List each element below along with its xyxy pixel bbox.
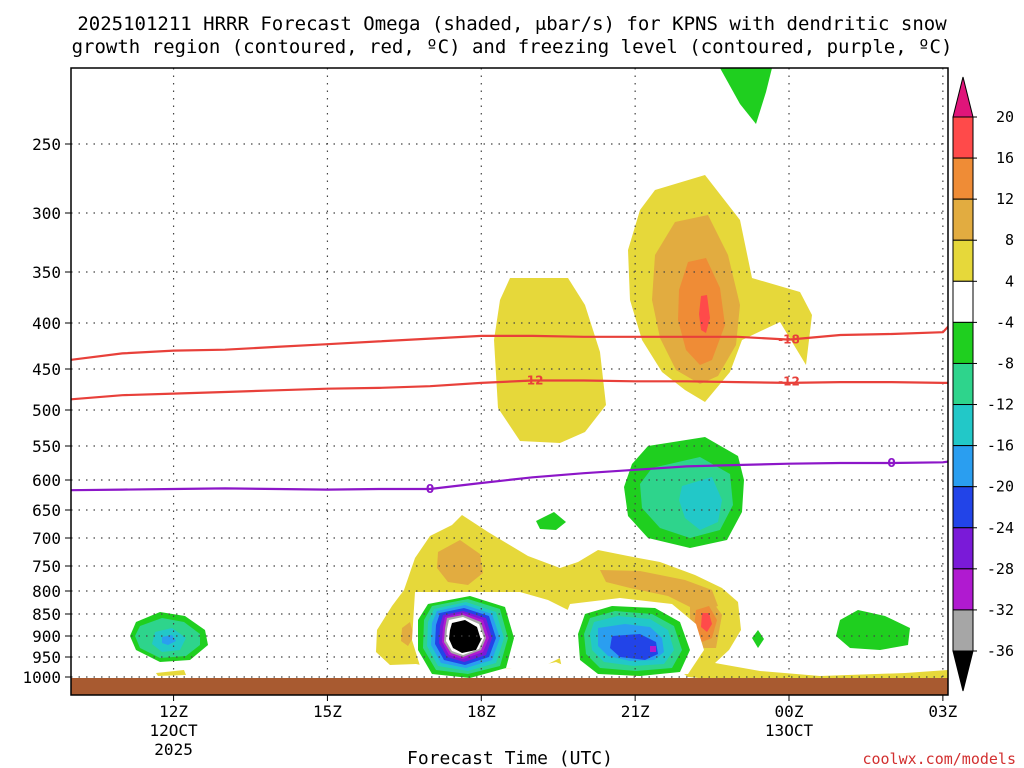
colorbar-tick-label: -12 <box>987 396 1014 414</box>
omega-region-yellow <box>156 670 186 676</box>
ground-terrain <box>71 678 948 695</box>
y-tick-label: 450 <box>32 360 61 379</box>
colorbar-tick-label: -28 <box>987 560 1014 578</box>
y-tick-label: 850 <box>32 605 61 624</box>
x-tick-label: 00Z <box>775 702 804 721</box>
chart-title-line1: 2025101211 HRRR Forecast Omega (shaded, … <box>77 13 947 35</box>
colorbar-tick-label: -8 <box>996 354 1014 372</box>
colorbar-bin <box>952 239 974 282</box>
omega-region-green <box>720 68 772 124</box>
y-tick-label: 900 <box>32 627 61 646</box>
y-tick-label: 600 <box>32 471 61 490</box>
plot-frame <box>70 67 949 696</box>
omega-region-blue <box>162 635 176 645</box>
colorbar-bin <box>952 527 974 570</box>
contour-label: 0 <box>887 456 895 470</box>
omega-region-darkblue <box>610 634 658 660</box>
credit-text: coolwx.com/models <box>862 750 1016 768</box>
plot-area: -18 -12 0 -12 0 <box>71 68 948 695</box>
colorbar-bin <box>952 321 974 364</box>
omega-shading <box>130 68 948 688</box>
omega-region-gold <box>600 570 718 612</box>
contour-label: 0 <box>426 482 434 496</box>
contour-label: -12 <box>522 373 544 387</box>
y-tick-label: 950 <box>32 648 61 667</box>
contour-lines: -18 -12 0 -12 0 <box>71 325 948 496</box>
y-tick-label: 550 <box>32 437 61 456</box>
colorbar-tick-label: 4 <box>1005 272 1014 290</box>
colorbar-bin <box>952 157 974 200</box>
omega-region-gold <box>401 622 414 646</box>
colorbar-bottom-arrow <box>952 650 974 692</box>
colorbar-tick-label: -32 <box>987 601 1014 619</box>
x-tick-date: 12OCT <box>149 721 198 740</box>
x-tick-label: 21Z <box>621 702 650 721</box>
colorbar-tick-label: -24 <box>987 519 1014 537</box>
colorbar-bin <box>952 568 974 611</box>
chart-title-line2: growth region (contoured, red, ºC) and f… <box>72 36 953 58</box>
y-tick-label: 400 <box>32 314 61 333</box>
colorbar-bin <box>952 609 974 652</box>
contour-line <box>71 460 948 492</box>
omega-region-black <box>449 620 481 653</box>
colorbar-tick-label: -4 <box>996 313 1014 331</box>
omega-region-yellow <box>494 278 606 443</box>
x-tick-label: 15Z <box>313 702 342 721</box>
y-tick-label: 1000 <box>22 668 61 687</box>
colorbar-tick-label: 16 <box>996 149 1014 167</box>
x-tick-date: 13OCT <box>765 721 814 740</box>
omega-region-red <box>701 613 712 632</box>
colorbar-tick-label: -20 <box>987 478 1014 496</box>
omega-region-green <box>536 512 566 530</box>
colorbar-bin <box>952 362 974 406</box>
colorbar-top-arrow <box>952 76 974 118</box>
omega-region-green <box>752 630 764 648</box>
colorbar: 20 16 12 8 4 -4 -8 -12 -16 -20 -24 -28 -32 -36 <box>952 76 1014 692</box>
contour-line <box>71 325 948 361</box>
y-tick-label: 500 <box>32 401 61 420</box>
colorbar-tick-label: 8 <box>1005 231 1014 249</box>
y-tick-label: 350 <box>32 263 61 282</box>
contour-label: -12 <box>778 374 800 388</box>
omega-region-gold <box>437 540 483 585</box>
colorbar-bin <box>952 116 974 159</box>
y-tick-label: 250 <box>32 135 61 154</box>
x-tick-label: 12Z <box>159 702 188 721</box>
colorbar-tick-label: 12 <box>996 190 1014 208</box>
colorbar-bin <box>952 280 974 323</box>
x-tick-year: 2025 <box>154 740 193 759</box>
y-tick-label: 650 <box>32 501 61 520</box>
omega-region-green <box>836 610 910 650</box>
y-tick-label: 300 <box>32 204 61 223</box>
x-tick-label: 18Z <box>467 702 496 721</box>
colorbar-bin <box>952 445 974 488</box>
y-axis-ticks: 250 300 350 400 450 500 550 600 650 700 750 800 850 9… <box>22 135 71 687</box>
y-tick-label: 750 <box>32 557 61 576</box>
x-tick-label: 03Z <box>928 702 957 721</box>
colorbar-tick-label: -36 <box>987 642 1014 660</box>
colorbar-bin <box>952 486 974 529</box>
x-axis-label: Forecast Time (UTC) <box>407 748 613 768</box>
y-tick-label: 700 <box>32 529 61 548</box>
y-tick-label: 800 <box>32 582 61 601</box>
omega-region-purple <box>650 646 656 652</box>
contour-label: -18 <box>778 333 800 347</box>
colorbar-tick-label: -16 <box>987 437 1014 455</box>
ground-fill <box>71 678 948 695</box>
omega-region-cyan <box>679 477 722 530</box>
colorbar-tick-label: 20 <box>996 108 1014 126</box>
colorbar-bin <box>952 198 974 241</box>
colorbar-bin <box>952 404 974 447</box>
contour-line <box>71 379 948 401</box>
